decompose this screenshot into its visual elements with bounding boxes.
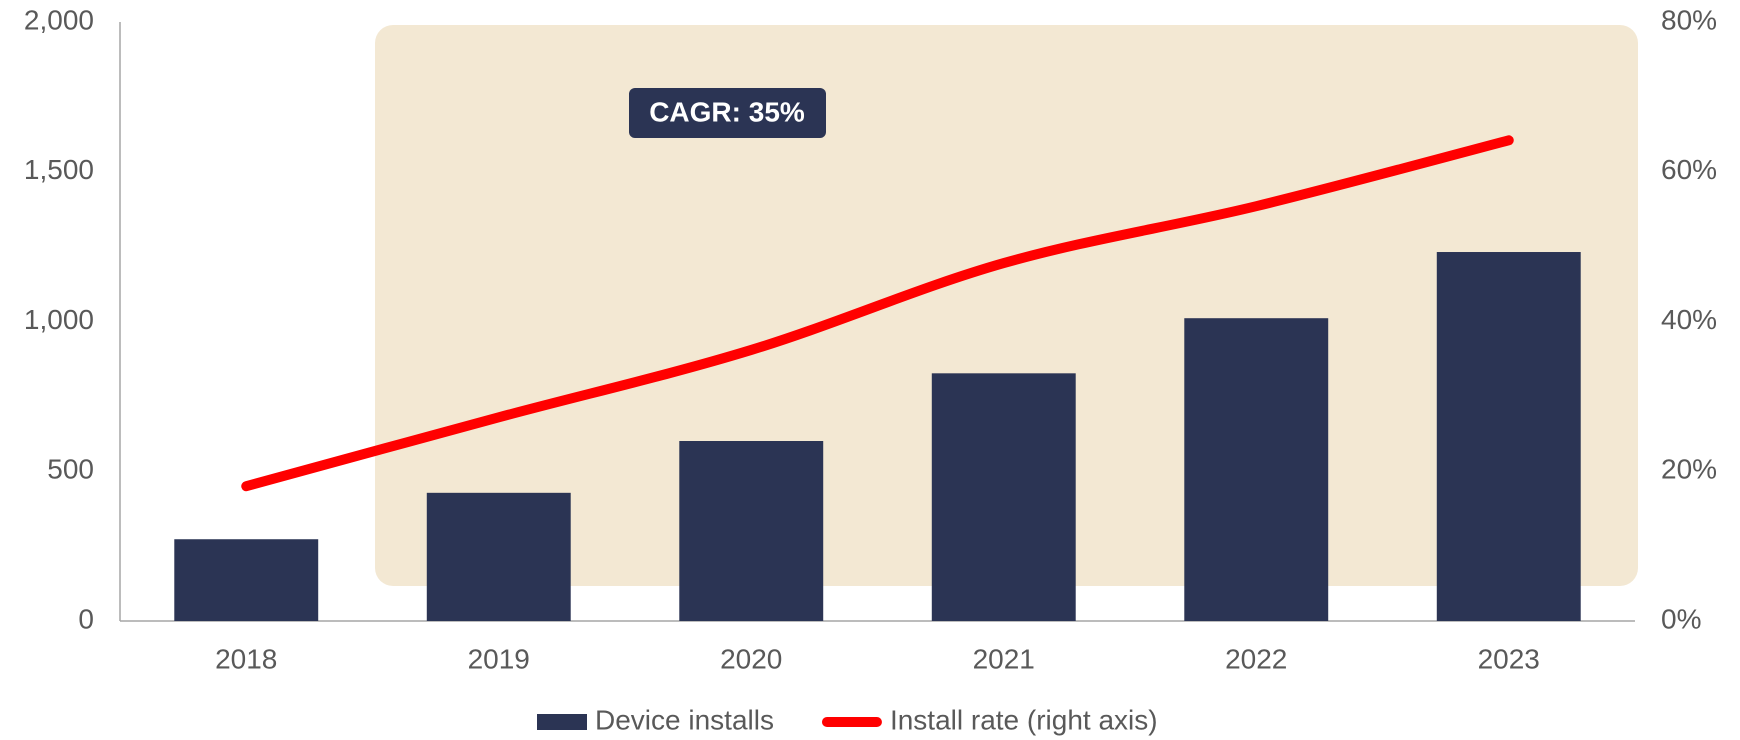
x-tick-label: 2019 [468,643,530,674]
line [241,135,1514,492]
bar [1184,318,1329,621]
y-tick-label: 0 [78,603,94,634]
x-tick-label: 2022 [1225,643,1287,674]
y2-tick-label: 60% [1661,154,1717,185]
y-tick-label: 2,000 [24,4,94,35]
bar [931,373,1076,621]
bar [679,441,824,621]
y-tick-label: 1,500 [24,154,94,185]
annotation-box [629,88,826,138]
y-tick-label: 500 [47,454,94,485]
y2-tick-label: 40% [1661,304,1717,335]
legend-swatch [537,714,587,730]
y2-tick-label: 80% [1661,4,1717,35]
y2-tick-label: 20% [1661,454,1717,485]
x-tick-label: 2021 [973,643,1035,674]
y-tick-label: 1,000 [24,304,94,335]
x-tick-label: 2023 [1478,643,1540,674]
bar [426,492,571,621]
x-tick-label: 2018 [215,643,277,674]
y2-tick-label: 0% [1661,603,1701,634]
legend-label: Install rate (right axis) [890,704,1158,735]
bar [1436,252,1581,622]
legend-label: Device installs [595,704,774,735]
bar [174,539,319,621]
annotation: CAGR: 35% [649,96,805,127]
x-tick-label: 2020 [720,643,782,674]
